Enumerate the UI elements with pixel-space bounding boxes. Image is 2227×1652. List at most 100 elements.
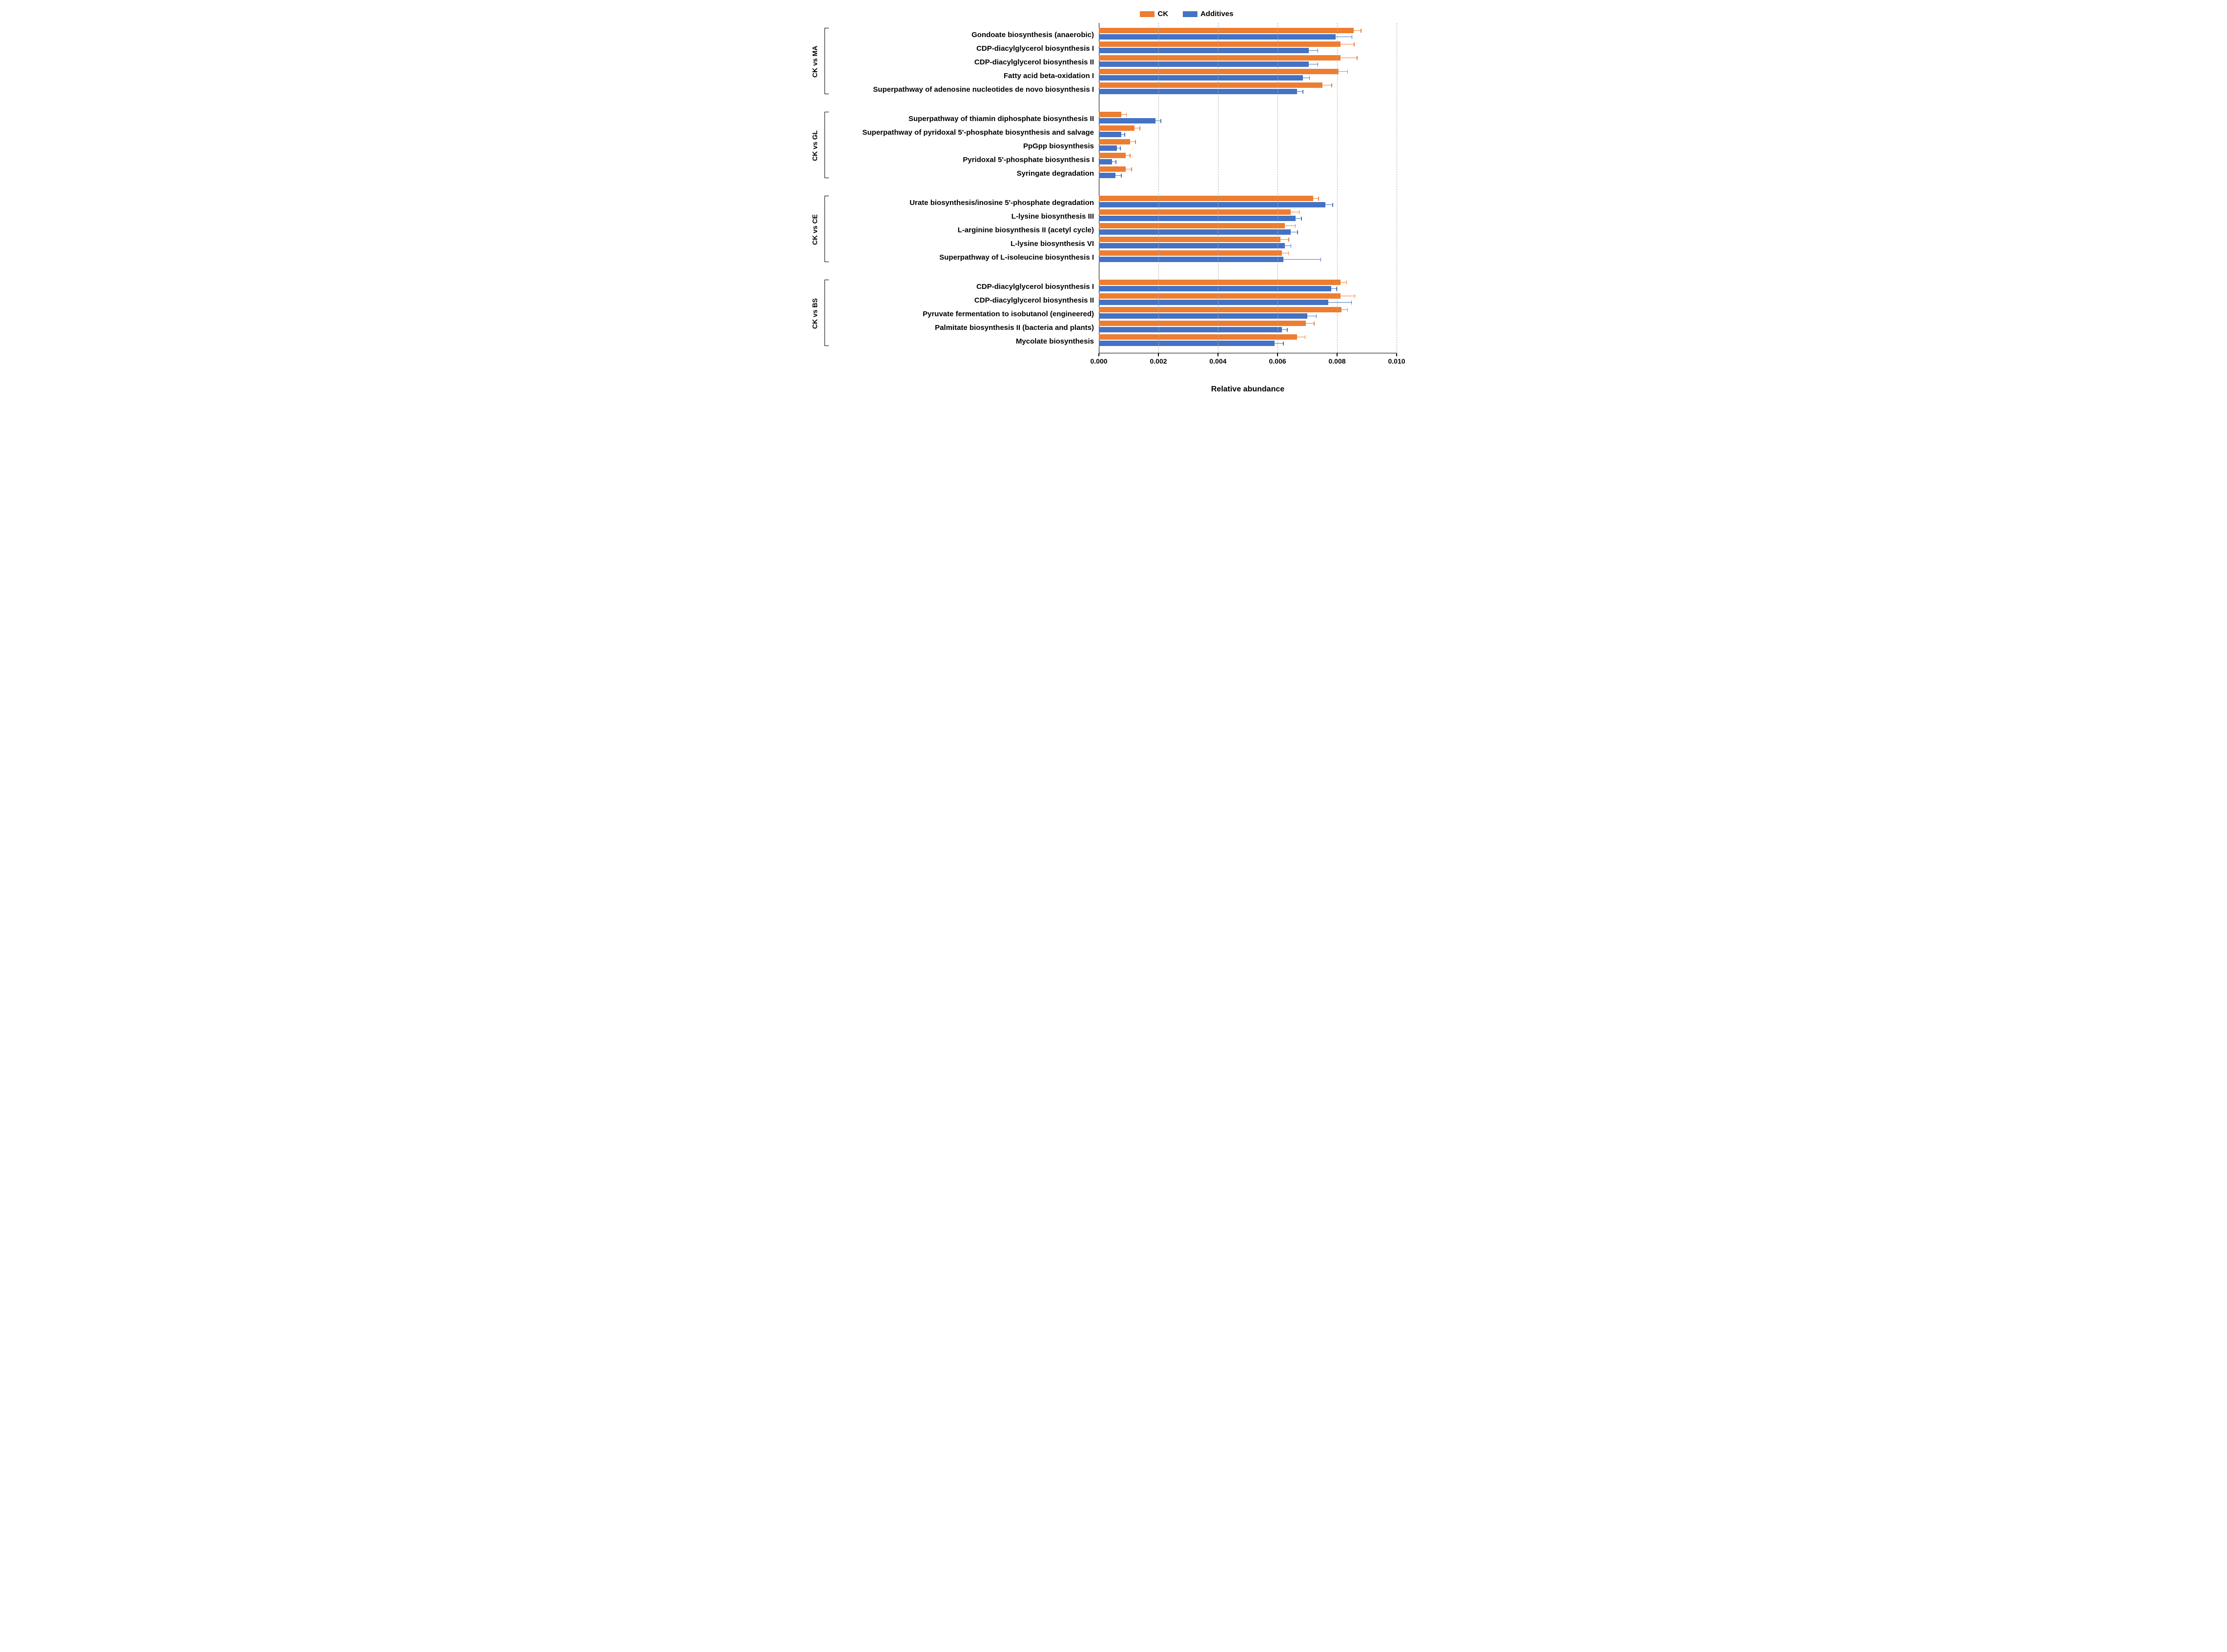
group-labels-column: CK vs MA CK vs GL CK vs CE CK vs BS xyxy=(811,23,825,353)
error-bar xyxy=(1126,169,1132,170)
error-cap xyxy=(1121,174,1122,178)
pathway-label: Gondoate biosynthesis (anaerobic) xyxy=(971,31,1094,39)
bar-additives xyxy=(1099,229,1291,235)
bar-ck xyxy=(1099,209,1291,215)
error-cap xyxy=(1351,301,1352,305)
bar-additives xyxy=(1099,34,1336,40)
bar-ck xyxy=(1099,125,1134,131)
error-bar xyxy=(1339,71,1347,72)
bar-additives xyxy=(1099,286,1331,291)
error-cap xyxy=(1115,160,1116,164)
bar-additives xyxy=(1099,89,1297,94)
bar-ck xyxy=(1099,237,1280,242)
error-cap xyxy=(1347,70,1348,74)
pathway-label: L-arginine biosynthesis II (acetyl cycle… xyxy=(958,226,1094,234)
pathway-label: Pyridoxal 5'-phosphate biosynthesis I xyxy=(963,156,1094,163)
error-cap xyxy=(1299,210,1300,214)
error-cap xyxy=(1301,217,1302,221)
chart-container: CK Additives CK vs MACK vs GLCK vs CECK … xyxy=(811,10,1416,394)
pathway-label: CDP-diacylglycerol biosynthesis II xyxy=(974,297,1094,304)
group-label: CK vs GL xyxy=(811,112,819,179)
bar-additives xyxy=(1099,202,1325,207)
error-bar xyxy=(1309,50,1318,51)
x-tick-label: 0.006 xyxy=(1269,357,1286,365)
bar-ck xyxy=(1099,139,1130,144)
error-bar xyxy=(1303,78,1309,79)
x-axis: 0.0000.0020.0040.0060.0080.010 xyxy=(1099,353,1397,368)
error-cap xyxy=(1318,197,1319,201)
legend-item-ck: CK xyxy=(1140,10,1168,18)
error-bar xyxy=(1115,175,1121,176)
x-tick-label: 0.008 xyxy=(1328,357,1345,365)
pathway-label: Mycolate biosynthesis xyxy=(1016,338,1094,345)
pathway-label: Pyruvate fermentation to isobutanol (eng… xyxy=(923,310,1094,318)
bar-additives xyxy=(1099,300,1328,305)
error-cap xyxy=(1320,258,1321,262)
error-bar xyxy=(1340,296,1355,297)
error-cap xyxy=(1288,238,1289,242)
pathway-label: L-lysine biosynthesis VI xyxy=(1010,240,1094,247)
bar-ck xyxy=(1099,82,1322,88)
error-bar xyxy=(1297,91,1303,92)
bar-ck xyxy=(1099,307,1341,312)
group-label: CK vs CE xyxy=(811,196,819,263)
bar-additives xyxy=(1099,159,1112,164)
error-cap xyxy=(1139,126,1140,130)
error-cap xyxy=(1316,314,1317,318)
error-bar xyxy=(1275,343,1283,344)
pathway-label: Syringate degradation xyxy=(1017,170,1094,177)
error-cap xyxy=(1287,328,1288,332)
error-bar xyxy=(1340,44,1354,45)
bar-ck xyxy=(1099,69,1339,74)
grid-line xyxy=(1158,23,1159,353)
pathway-label: CDP-diacylglycerol biosynthesis II xyxy=(974,59,1094,66)
error-bar xyxy=(1340,58,1357,59)
bar-ck xyxy=(1099,334,1297,340)
group-label: CK vs MA xyxy=(811,28,819,95)
bar-ck xyxy=(1099,153,1126,158)
bar-additives xyxy=(1099,327,1282,332)
legend-item-additives: Additives xyxy=(1183,10,1234,18)
error-cap xyxy=(1357,56,1358,60)
pathway-label: Superpathway of pyridoxal 5'-phosphate b… xyxy=(862,129,1094,136)
x-tick-label: 0.002 xyxy=(1150,357,1167,365)
bar-ck xyxy=(1099,280,1340,285)
x-tick xyxy=(1396,353,1397,356)
pathway-label: PpGpp biosynthesis xyxy=(1023,143,1094,150)
pathway-label: Superpathway of adenosine nucleotides de… xyxy=(873,86,1094,93)
error-cap xyxy=(1131,167,1132,171)
error-bar xyxy=(1309,64,1318,65)
error-cap xyxy=(1160,119,1161,123)
bar-ck xyxy=(1099,293,1340,299)
bar-additives xyxy=(1099,257,1283,262)
plot-area: CK vs MA CK vs GL CK vs CE CK vs BS Gondoat… xyxy=(811,23,1416,353)
error-bar xyxy=(1282,253,1288,254)
pathway-label: Urate biosynthesis/inosine 5'-phosphate … xyxy=(909,199,1094,206)
bar-ck xyxy=(1099,196,1313,201)
bar-additives xyxy=(1099,118,1155,123)
bar-ck xyxy=(1099,28,1354,33)
error-bar xyxy=(1306,323,1314,324)
bar-additives xyxy=(1099,216,1296,221)
bar-ck xyxy=(1099,250,1282,256)
bar-additives xyxy=(1099,243,1285,248)
bar-ck xyxy=(1099,112,1121,117)
error-bar xyxy=(1283,259,1320,260)
error-cap xyxy=(1120,146,1121,150)
error-bar xyxy=(1328,302,1352,303)
bar-ck xyxy=(1099,55,1340,61)
bar-additives xyxy=(1099,145,1117,151)
error-bar xyxy=(1322,85,1332,86)
group-label: CK vs BS xyxy=(811,280,819,347)
error-bar xyxy=(1296,218,1301,219)
error-cap xyxy=(1130,154,1131,158)
error-cap xyxy=(1347,308,1348,312)
x-tick xyxy=(1158,353,1159,356)
error-bar xyxy=(1340,282,1346,283)
error-bar xyxy=(1285,225,1295,226)
error-cap xyxy=(1297,230,1298,234)
x-tick xyxy=(1217,353,1218,356)
error-cap xyxy=(1318,62,1319,66)
error-cap xyxy=(1124,133,1125,137)
error-cap xyxy=(1291,244,1292,248)
